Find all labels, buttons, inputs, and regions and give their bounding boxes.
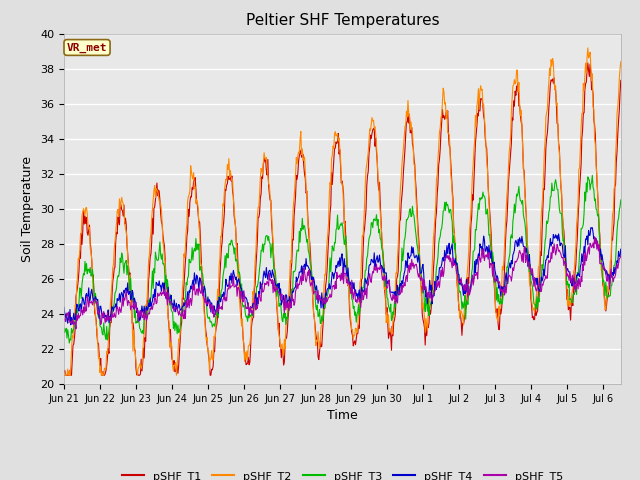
- pSHF_T1: [60, 372, 68, 378]
- Line: pSHF_T1: pSHF_T1: [64, 63, 621, 375]
- pSHF_T3: [460, 302, 468, 308]
- pSHF_T4: [63, 311, 70, 317]
- pSHF_T3: [474, 209, 481, 215]
- pSHF_T1: [319, 329, 326, 335]
- pSHF_T4: [474, 255, 481, 261]
- pSHF_T4: [60, 304, 68, 310]
- Y-axis label: Soil Temperature: Soil Temperature: [22, 156, 35, 262]
- pSHF_T5: [298, 272, 306, 277]
- pSHF_T5: [591, 234, 598, 240]
- Line: pSHF_T2: pSHF_T2: [64, 48, 621, 375]
- pSHF_T1: [298, 154, 305, 160]
- pSHF_T4: [617, 246, 625, 252]
- pSHF_T4: [67, 322, 75, 328]
- pSHF_T5: [617, 253, 625, 259]
- Text: VR_met: VR_met: [67, 42, 108, 53]
- pSHF_T5: [474, 276, 481, 282]
- Line: pSHF_T4: pSHF_T4: [64, 228, 621, 325]
- pSHF_T1: [584, 60, 591, 66]
- Title: Peltier SHF Temperatures: Peltier SHF Temperatures: [246, 13, 439, 28]
- pSHF_T4: [460, 282, 468, 288]
- pSHF_T3: [617, 197, 625, 203]
- pSHF_T5: [319, 296, 327, 302]
- pSHF_T3: [63, 325, 70, 331]
- pSHF_T3: [60, 325, 68, 331]
- pSHF_T2: [460, 322, 467, 328]
- pSHF_T2: [63, 372, 70, 378]
- pSHF_T5: [60, 316, 68, 322]
- Line: pSHF_T5: pSHF_T5: [64, 237, 621, 329]
- pSHF_T2: [617, 59, 625, 64]
- pSHF_T2: [319, 315, 326, 321]
- pSHF_T4: [139, 309, 147, 314]
- pSHF_T3: [139, 327, 147, 333]
- pSHF_T3: [298, 216, 306, 221]
- pSHF_T3: [319, 314, 327, 320]
- pSHF_T5: [139, 315, 147, 321]
- pSHF_T5: [63, 312, 70, 318]
- pSHF_T1: [460, 322, 467, 327]
- pSHF_T3: [65, 340, 73, 346]
- pSHF_T2: [473, 103, 481, 109]
- pSHF_T1: [63, 372, 70, 378]
- pSHF_T5: [460, 288, 468, 294]
- pSHF_T2: [298, 152, 305, 157]
- pSHF_T2: [584, 45, 591, 51]
- pSHF_T1: [473, 122, 481, 128]
- Legend: pSHF_T1, pSHF_T2, pSHF_T3, pSHF_T4, pSHF_T5: pSHF_T1, pSHF_T2, pSHF_T3, pSHF_T4, pSHF…: [117, 467, 568, 480]
- pSHF_T4: [298, 275, 306, 280]
- pSHF_T1: [617, 77, 625, 83]
- pSHF_T1: [138, 368, 146, 374]
- X-axis label: Time: Time: [327, 409, 358, 422]
- pSHF_T3: [589, 172, 596, 178]
- pSHF_T2: [60, 372, 68, 378]
- pSHF_T2: [138, 363, 146, 369]
- pSHF_T5: [72, 326, 80, 332]
- pSHF_T4: [589, 225, 596, 230]
- Line: pSHF_T3: pSHF_T3: [64, 175, 621, 343]
- pSHF_T4: [319, 305, 327, 311]
